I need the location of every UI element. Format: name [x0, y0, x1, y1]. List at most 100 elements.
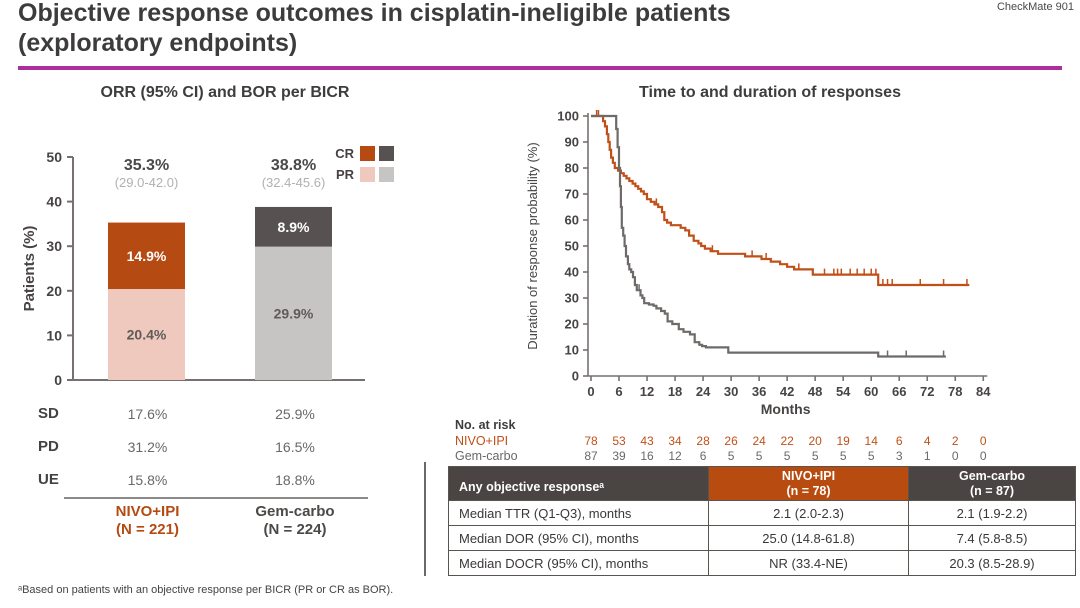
bar-total-label: 35.3% [124, 157, 169, 174]
bar-total-ci-label: (32.4-45.6) [262, 175, 326, 190]
km-x-tick-label: 48 [808, 384, 822, 399]
km-y-tick-label: 40 [565, 265, 579, 280]
bar-chart-legend: CR PR [332, 146, 394, 182]
km-y-tick-label: 50 [565, 239, 579, 254]
km-x-tick-label: 24 [696, 384, 711, 399]
legend-row-cr: CR [332, 146, 394, 161]
summary-label-ue: UE [38, 471, 59, 488]
summary-sd-nivo: 17.6% [127, 405, 168, 422]
km-x-tick-label: 30 [724, 384, 738, 399]
risk-count: 5 [728, 449, 735, 463]
km-y-tick-label: 100 [557, 109, 579, 124]
risk-count: 5 [812, 449, 819, 463]
bar-y-tick-label: 10 [46, 327, 62, 343]
risk-row-name: Gem-carbo [455, 449, 518, 463]
risk-count: 43 [640, 434, 654, 448]
summary-divider-line [64, 497, 368, 499]
km-curve-nivo [591, 114, 970, 287]
km-x-tick-label: 72 [920, 384, 934, 399]
row-docr-gem: 20.3 (8.5-28.9) [909, 551, 1076, 576]
km-x-tick-label: 54 [836, 384, 851, 399]
risk-count: 6 [700, 449, 707, 463]
km-x-tick-label: 6 [615, 384, 622, 399]
bar-cr-value-label: 14.9% [127, 248, 167, 264]
summary-ue-gem: 18.8% [275, 471, 315, 488]
km-y-tick-label: 80 [565, 161, 579, 176]
legend-label-pr: PR [335, 167, 354, 182]
response-table-header-label-text: Any objective responseᵃ [459, 480, 605, 494]
risk-count: 20 [808, 434, 822, 448]
km-x-tick-label: 0 [587, 384, 594, 399]
legend-label-cr: CR [335, 146, 354, 161]
pr-nivo-swatch [360, 167, 375, 182]
risk-count: 5 [784, 449, 791, 463]
risk-table-title: No. at risk [455, 418, 515, 432]
km-x-tick-label: 36 [752, 384, 766, 399]
bar-total-label: 38.8% [271, 157, 316, 174]
km-y-tick-label: 60 [565, 213, 579, 228]
summary-label-sd: SD [38, 405, 59, 422]
km-x-tick-label: 84 [976, 384, 991, 399]
summary-sd-gem: 25.9% [275, 405, 315, 422]
bar-y-axis-label: Patients (%) [21, 226, 38, 312]
bar-total-ci-label: (29.0-42.0) [115, 175, 179, 190]
group-name-nivo-text: NIVO+IPI [115, 503, 180, 520]
group-n-nivo: (N = 221) [116, 521, 179, 538]
risk-count: 34 [668, 434, 682, 448]
risk-count: 4 [924, 434, 931, 448]
footnote: ᵃBased on patients with an objective res… [18, 584, 394, 596]
group-names-row: NIVO+IPI (N = 221) Gem-carbo (N = 224) [30, 503, 380, 539]
group-n-gem: (N = 224) [263, 521, 327, 538]
summary-pd-gem: 16.5% [275, 438, 315, 455]
risk-count: 3 [896, 449, 903, 463]
risk-count: 6 [896, 434, 903, 448]
risk-count: 14 [865, 434, 879, 448]
km-x-tick-label: 18 [668, 384, 682, 399]
title-divider-line [18, 66, 1062, 70]
bar-cr-segment [255, 206, 332, 247]
risk-count: 26 [724, 434, 738, 448]
bar-pr-segment [255, 246, 332, 380]
bar-pr-segment [108, 289, 185, 380]
pr-gem-swatch [379, 167, 394, 182]
risk-count: 19 [837, 434, 851, 448]
header-gem-name: Gem-carbo [959, 468, 1025, 483]
km-x-axis-label: Months [761, 401, 811, 417]
risk-count: 1 [924, 449, 931, 463]
row-docr-nivo: NR (33.4-NE) [709, 551, 909, 576]
risk-count: 12 [668, 449, 682, 463]
summary-row-pd: PD 31.2% 16.5% [30, 438, 380, 455]
summary-label-pd: PD [38, 438, 59, 455]
header-nivo-n: (n = 78) [786, 483, 831, 498]
risk-count: 87 [584, 449, 598, 463]
row-ttr-label: Median TTR (Q1-Q3), months [449, 501, 709, 526]
bar-y-tick-label: 0 [54, 372, 62, 388]
group-name-gem-text: Gem-carbo [255, 503, 335, 520]
summary-ue-nivo: 15.8% [127, 471, 168, 488]
risk-count: 0 [952, 449, 959, 463]
response-table-header-label: Any objective responseᵃ [449, 467, 709, 501]
risk-count: 39 [612, 449, 626, 463]
row-ttr-nivo: 2.1 (2.0-2.3) [709, 501, 909, 526]
bar-y-tick-label: 30 [46, 238, 62, 254]
risk-count: 53 [612, 434, 626, 448]
cr-gem-swatch [379, 146, 394, 161]
response-table: Any objective responseᵃ NIVO+IPI (n = 78… [448, 466, 1076, 576]
study-watermark: CheckMate 901 [996, 1, 1074, 13]
risk-count: 2 [952, 434, 959, 448]
km-y-tick-label: 30 [565, 291, 579, 306]
risk-count: 16 [640, 449, 654, 463]
bar-pr-value-label: 20.4% [127, 327, 167, 343]
page-title-line1: Objective response outcomes in cisplatin… [18, 0, 731, 27]
bar-cr-value-label: 8.9% [278, 219, 310, 235]
km-y-tick-label: 10 [565, 343, 579, 358]
header-gem-n: (n = 87) [969, 483, 1015, 498]
km-x-tick-label: 12 [640, 384, 654, 399]
risk-count: 78 [584, 434, 598, 448]
page-title: Objective response outcomes in cisplatin… [18, 0, 968, 58]
row-ttr-gem: 2.1 (1.9-2.2) [909, 501, 1076, 526]
header-nivo-name: NIVO+IPI [781, 468, 836, 483]
km-y-tick-label: 0 [572, 369, 579, 384]
km-curve-gem [591, 114, 946, 358]
